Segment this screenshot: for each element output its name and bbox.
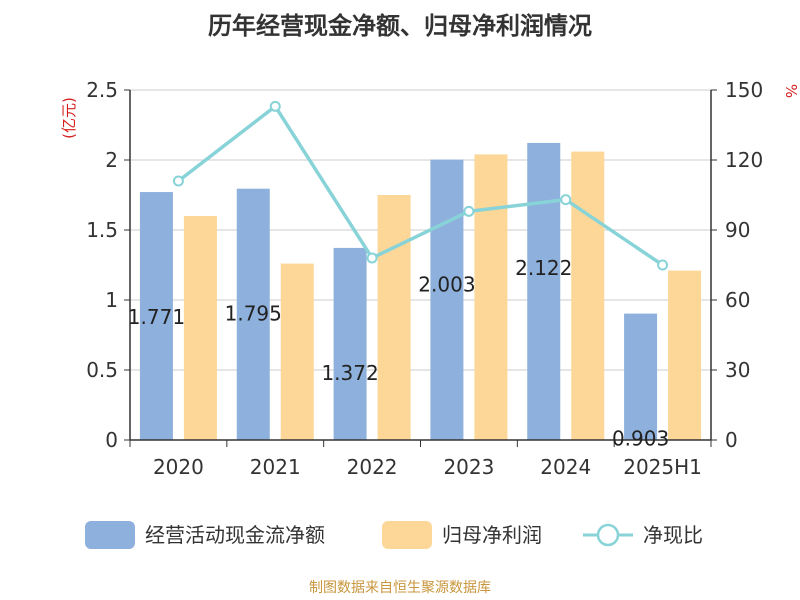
- data-labels: 1.771 1.795 1.372 2.003 2.122 0.903: [128, 256, 669, 451]
- bar-operating-cash-flow: [139, 192, 173, 440]
- data-label-operating-cash-flow: 1.795: [225, 302, 282, 326]
- right-tick-label: 150: [725, 78, 763, 102]
- legend-label-net-profit: 归母净利润: [442, 523, 542, 547]
- bar-operating-cash-flow: [333, 247, 367, 440]
- legend-label-operating-cash-flow: 经营活动现金流净额: [145, 523, 325, 547]
- bar-operating-cash-flow: [430, 159, 464, 440]
- right-tick-label: 90: [725, 218, 750, 242]
- bar-net-profit: [280, 263, 314, 440]
- ratio-point: [172, 175, 184, 187]
- right-tick-label: 30: [725, 358, 750, 382]
- ratio-point: [366, 252, 378, 264]
- bar-net-profit: [183, 216, 217, 440]
- left-tick-label: 1.5: [86, 218, 118, 242]
- legend-swatch-net-profit: [382, 521, 432, 549]
- right-tick-label: 120: [725, 148, 763, 172]
- bars: [139, 142, 702, 441]
- bar-net-profit: [474, 154, 508, 440]
- left-tick-label: 0.5: [86, 358, 118, 382]
- ratio-point: [463, 205, 475, 217]
- left-tick-label: 1: [105, 288, 118, 312]
- bar-net-profit: [377, 195, 411, 440]
- data-label-operating-cash-flow: 0.903: [612, 427, 669, 451]
- right-axis-unit: %: [782, 84, 800, 98]
- axes: 0 0 0.5 30 1 60 1.5 90 2 120 2.5 150 2020 2021 2022 202…: [86, 78, 763, 479]
- ratio-point: [657, 259, 669, 271]
- legend-label-ratio: 净现比: [643, 523, 703, 547]
- x-tick-label: 2023: [443, 455, 494, 479]
- left-axis-unit: (亿元): [60, 97, 78, 139]
- legend-swatch-operating-cash-flow: [85, 521, 135, 549]
- ratio-point: [560, 194, 572, 206]
- data-label-operating-cash-flow: 1.372: [321, 361, 378, 385]
- x-tick-label: 2020: [153, 455, 204, 479]
- source-note: 制图数据来自恒生聚源数据库: [309, 580, 491, 596]
- right-tick-label: 60: [725, 288, 750, 312]
- right-tick-label: 0: [725, 428, 738, 452]
- x-tick-label: 2024: [540, 455, 591, 479]
- legend: 经营活动现金流净额 归母净利润 净现比: [85, 521, 703, 549]
- bar-net-profit: [668, 270, 702, 440]
- grid-lines: [130, 89, 711, 371]
- legend-marker-ratio: [596, 523, 620, 547]
- bar-operating-cash-flow: [624, 313, 658, 440]
- x-tick-label: 2021: [250, 455, 301, 479]
- data-label-operating-cash-flow: 2.003: [418, 273, 475, 297]
- left-tick-label: 2.5: [86, 78, 118, 102]
- left-tick-label: 2: [105, 148, 118, 172]
- ratio-line: [172, 100, 669, 271]
- left-tick-label: 0: [105, 428, 118, 452]
- ratio-point: [269, 100, 281, 112]
- x-tick-label: 2022: [347, 455, 398, 479]
- chart-title: 历年经营现金净额、归母净利润情况: [208, 12, 592, 40]
- data-label-operating-cash-flow: 2.122: [515, 256, 572, 280]
- ratio-line-path: [177, 104, 664, 267]
- data-label-operating-cash-flow: 1.771: [128, 305, 185, 329]
- bar-net-profit: [571, 151, 605, 440]
- bar-operating-cash-flow: [527, 142, 561, 441]
- x-tick-label: 2025H1: [623, 455, 702, 479]
- bar-operating-cash-flow: [236, 188, 270, 440]
